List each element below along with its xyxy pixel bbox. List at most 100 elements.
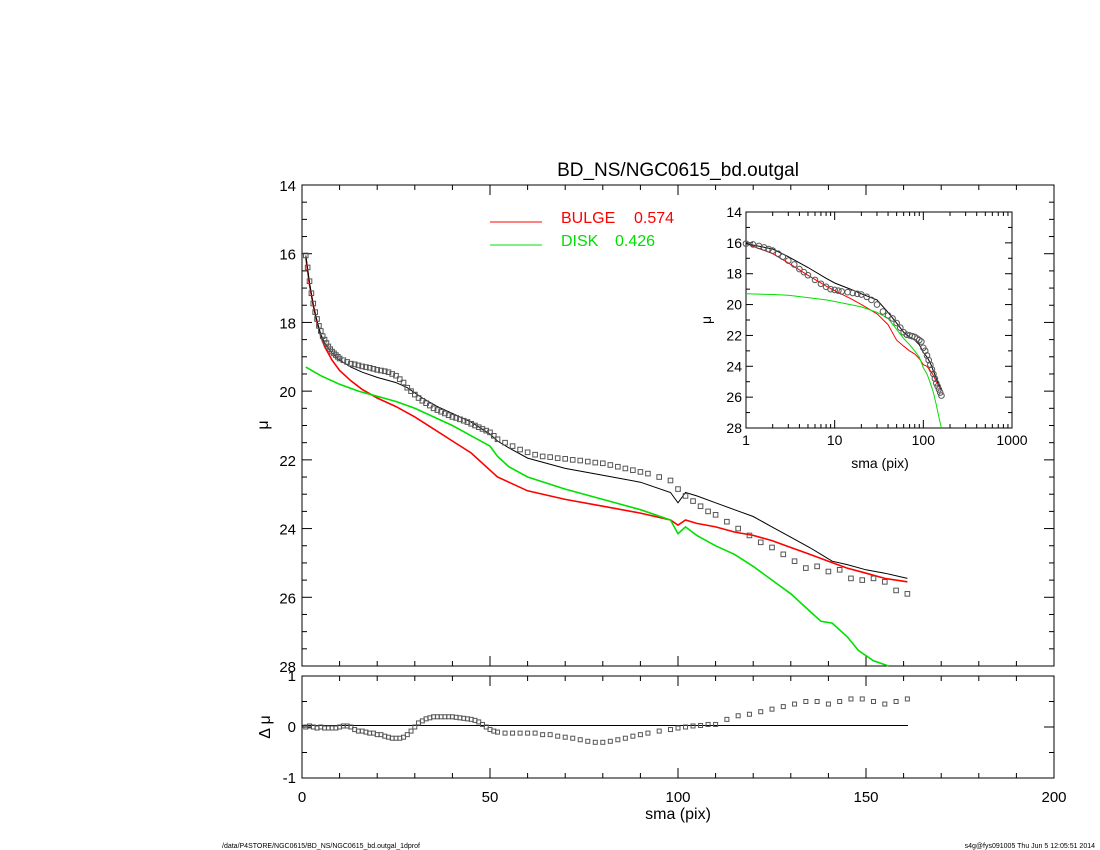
residual-x-tick-label: 50 bbox=[482, 789, 499, 806]
residual-point bbox=[780, 704, 786, 710]
main-profile-point bbox=[615, 463, 621, 470]
main-profile-point bbox=[893, 587, 899, 594]
residual-point bbox=[404, 732, 410, 738]
residual-point bbox=[705, 721, 711, 727]
main-profile-point bbox=[434, 407, 441, 413]
main-profile-point bbox=[882, 579, 888, 585]
residual-point bbox=[592, 739, 598, 745]
inset-profile-point bbox=[800, 268, 808, 276]
residual-point bbox=[893, 699, 899, 704]
inset-profile-point bbox=[749, 241, 757, 248]
main-y-tick-label: 14 bbox=[279, 178, 296, 195]
main-y-tick-label: 24 bbox=[279, 522, 296, 539]
residual-point bbox=[848, 696, 854, 702]
residual-point bbox=[502, 730, 508, 736]
inset-profile-point bbox=[930, 370, 937, 378]
main-profile-point bbox=[385, 369, 392, 376]
inset-profile-point bbox=[779, 253, 787, 261]
main-profile-point bbox=[502, 439, 508, 446]
residual-x-tick-label: 0 bbox=[298, 789, 306, 806]
main-profile-point bbox=[344, 359, 350, 365]
main-profile-point bbox=[340, 357, 347, 364]
inset-profile-point bbox=[765, 245, 772, 253]
residual-point bbox=[532, 730, 538, 736]
inset-profile-point bbox=[931, 375, 939, 382]
main-profile-point bbox=[483, 427, 490, 434]
legend-bulge-value: 0.574 bbox=[634, 210, 674, 227]
chart-title: BD_NS/NGC0615_bd.outgal bbox=[557, 160, 799, 181]
main-profile-point bbox=[569, 457, 576, 463]
inset-profile-point bbox=[884, 312, 892, 319]
inset-profile-point bbox=[928, 366, 936, 373]
residual-point bbox=[698, 722, 704, 728]
residual-point bbox=[713, 721, 719, 727]
main-profile-point bbox=[675, 486, 681, 492]
main-profile-point bbox=[746, 532, 753, 539]
main-profile-point bbox=[825, 568, 832, 575]
residual-y-tick-label: 1 bbox=[288, 668, 296, 685]
footer-timestamp: s4g@fys091005 Thu Jun 5 12:05:51 2014 bbox=[965, 843, 1095, 850]
inset-profile-point bbox=[790, 261, 798, 268]
residual-point bbox=[656, 728, 662, 734]
main-profile-point bbox=[393, 372, 399, 379]
residual-x-tick-label: 100 bbox=[665, 789, 690, 806]
main-profile-point bbox=[697, 503, 704, 510]
main-bulge-line bbox=[305, 257, 908, 583]
main-profile-point bbox=[475, 424, 482, 431]
inset-profile-point bbox=[879, 308, 887, 315]
main-profile-point bbox=[389, 371, 396, 377]
residual-point bbox=[348, 724, 354, 730]
residual-point bbox=[769, 706, 775, 712]
main-profile-point bbox=[705, 508, 711, 515]
main-profile-point bbox=[351, 361, 358, 368]
residual-point bbox=[859, 696, 865, 702]
residual-point bbox=[837, 699, 843, 704]
legend-bulge-name: BULGE bbox=[561, 210, 615, 227]
inset-y-tick-label: 18 bbox=[726, 266, 742, 282]
inset-profile-point bbox=[785, 257, 792, 264]
main-profile-point bbox=[814, 563, 820, 570]
main-profile-point bbox=[562, 456, 569, 462]
main-profile-point bbox=[396, 376, 403, 382]
residual-point bbox=[814, 699, 820, 704]
main-profile-point bbox=[690, 498, 696, 504]
main-profile-point bbox=[302, 252, 309, 259]
main-disk-line bbox=[305, 366, 889, 667]
residual-point bbox=[871, 699, 877, 704]
residual-point bbox=[562, 734, 568, 740]
inset-profile-point bbox=[858, 291, 865, 298]
inset-profile-point bbox=[854, 290, 861, 298]
main-y-tick-label: 22 bbox=[279, 453, 296, 470]
main-y-tick-label: 26 bbox=[279, 590, 296, 607]
inset-profile-point bbox=[796, 265, 803, 273]
main-profile-point bbox=[430, 405, 437, 412]
residual-point bbox=[540, 732, 546, 738]
legend-disk-value: 0.426 bbox=[615, 233, 655, 250]
residual-point bbox=[479, 721, 485, 727]
main-profile-point bbox=[306, 278, 313, 284]
legend-disk-name: DISK bbox=[561, 233, 599, 250]
inset-disk-line bbox=[745, 293, 942, 429]
main-profile-point bbox=[547, 454, 553, 460]
inset-profile-point bbox=[849, 289, 857, 297]
main-profile-point bbox=[870, 575, 877, 582]
main-profile-point bbox=[577, 457, 584, 464]
inset-x-tick-label: 100 bbox=[912, 432, 936, 448]
legend: BULGE 0.574 DISK 0.426 bbox=[490, 210, 674, 250]
residual-point bbox=[476, 719, 482, 725]
main-profile-point bbox=[408, 388, 414, 394]
residual-point bbox=[408, 728, 414, 734]
inset-y-tick-label: 22 bbox=[726, 327, 742, 343]
residual-point bbox=[690, 723, 696, 729]
main-profile-point bbox=[735, 525, 741, 532]
residual-point bbox=[825, 701, 831, 707]
inset-y-tick-label: 16 bbox=[726, 235, 742, 251]
residual-point bbox=[555, 733, 561, 739]
inset-xlabel: sma (pix) bbox=[851, 455, 909, 471]
main-profile-point bbox=[453, 415, 459, 421]
inset-profile-point bbox=[897, 324, 904, 332]
residual-x-tick-label: 200 bbox=[1041, 789, 1066, 806]
residual-point bbox=[622, 735, 628, 741]
main-profile-point bbox=[314, 316, 320, 322]
main-profile-point bbox=[472, 422, 478, 429]
